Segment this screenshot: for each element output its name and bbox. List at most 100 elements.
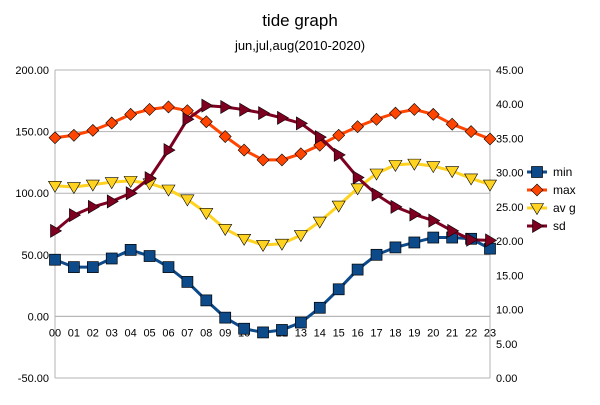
data-point (370, 112, 383, 126)
data-point (389, 241, 402, 254)
right-tick-label: 10.00 (496, 305, 524, 317)
x-tick-label: 03 (106, 327, 118, 339)
data-point (257, 326, 269, 339)
left-tick-label: 200.00 (15, 65, 49, 77)
x-tick-label: 19 (408, 327, 420, 339)
data-point (256, 240, 271, 253)
data-point (143, 250, 156, 262)
data-point (180, 194, 195, 207)
left-tick-label: 50.00 (21, 250, 49, 262)
data-point (529, 203, 545, 216)
data-point (409, 207, 422, 222)
right-tick-label: 15.00 (496, 270, 524, 282)
data-point (350, 183, 365, 196)
data-point (88, 199, 100, 214)
data-point (388, 160, 403, 172)
x-tick-label: 15 (333, 327, 345, 339)
x-tick-label: 18 (389, 327, 401, 339)
series-line (54, 236, 491, 334)
data-point (48, 131, 62, 145)
x-tick-label: 02 (87, 327, 99, 339)
data-point (69, 208, 82, 223)
data-point (333, 147, 346, 162)
legend-item: av g (527, 201, 576, 216)
data-point (237, 233, 252, 246)
data-point (332, 283, 345, 296)
data-point (447, 223, 460, 238)
data-point (199, 208, 214, 221)
data-point (199, 115, 213, 129)
x-tick-label: 20 (427, 327, 439, 339)
x-tick-label: 13 (295, 327, 307, 339)
x-tick-label: 06 (162, 327, 174, 339)
data-point (427, 231, 440, 244)
data-point (483, 132, 497, 146)
series-av-g (47, 158, 498, 253)
data-point (351, 263, 364, 276)
right-tick-label: 20.00 (496, 236, 524, 248)
data-point (239, 102, 252, 117)
right-tick-label: 25.00 (496, 202, 524, 214)
data-point (351, 120, 365, 134)
data-point (369, 168, 384, 181)
data-point (47, 181, 63, 193)
data-point (220, 99, 233, 114)
legend-label: min (553, 165, 572, 179)
data-point (123, 176, 138, 188)
x-axis-tick-labels: 0001020304050607080910111213141516171819… (49, 327, 496, 339)
data-point (331, 200, 346, 213)
data-point (162, 261, 175, 273)
x-tick-label: 21 (446, 327, 458, 339)
data-point (238, 322, 250, 335)
data-point (162, 100, 175, 114)
right-tick-label: 30.00 (496, 168, 524, 180)
data-point (201, 98, 214, 113)
data-point (293, 230, 308, 243)
data-point (332, 128, 346, 142)
data-point (530, 183, 544, 197)
series-min (49, 231, 496, 339)
data-point (408, 236, 421, 249)
x-tick-label: 16 (351, 327, 363, 339)
axes (54, 70, 491, 378)
left-axis-tick-labels: 200.00 150.00 100.00 50.00 0.00 -50.00 (15, 65, 49, 385)
x-tick-label: 01 (68, 327, 80, 339)
x-tick-label: 14 (314, 327, 326, 339)
series-sd (50, 98, 498, 248)
x-tick-label: 23 (484, 327, 496, 339)
data-point (466, 232, 479, 247)
data-point (464, 173, 479, 186)
data-point (313, 301, 326, 314)
data-point (219, 311, 232, 324)
chart-subtitle: jun,jul,aug(2010-2020) (234, 38, 365, 53)
data-point (426, 161, 441, 174)
right-axis-tick-labels: 45.00 40.00 35.00 30.00 25.00 20.00 15.00 10.00… (496, 65, 524, 385)
left-tick-label: 0.00 (28, 311, 49, 323)
right-tick-label: 35.00 (496, 133, 524, 145)
x-tick-label: 08 (200, 327, 212, 339)
data-point (407, 102, 421, 116)
data-point (531, 166, 543, 178)
data-point (256, 153, 270, 167)
data-point (294, 147, 308, 161)
data-point (464, 125, 478, 139)
left-tick-label: -50.00 (18, 373, 49, 385)
data-point (86, 261, 99, 273)
data-point (125, 186, 138, 201)
data-point (182, 112, 195, 127)
data-point (532, 218, 545, 234)
right-tick-label: 0.00 (496, 373, 517, 385)
data-point (200, 294, 213, 307)
x-tick-label: 04 (125, 327, 137, 339)
data-point (105, 116, 119, 130)
series-line (54, 162, 491, 247)
data-point (49, 253, 61, 266)
data-point (314, 130, 327, 145)
data-point (445, 166, 460, 179)
data-point (161, 184, 176, 197)
data-point (485, 233, 498, 248)
data-point (276, 324, 288, 336)
legend-item: max (527, 183, 576, 197)
